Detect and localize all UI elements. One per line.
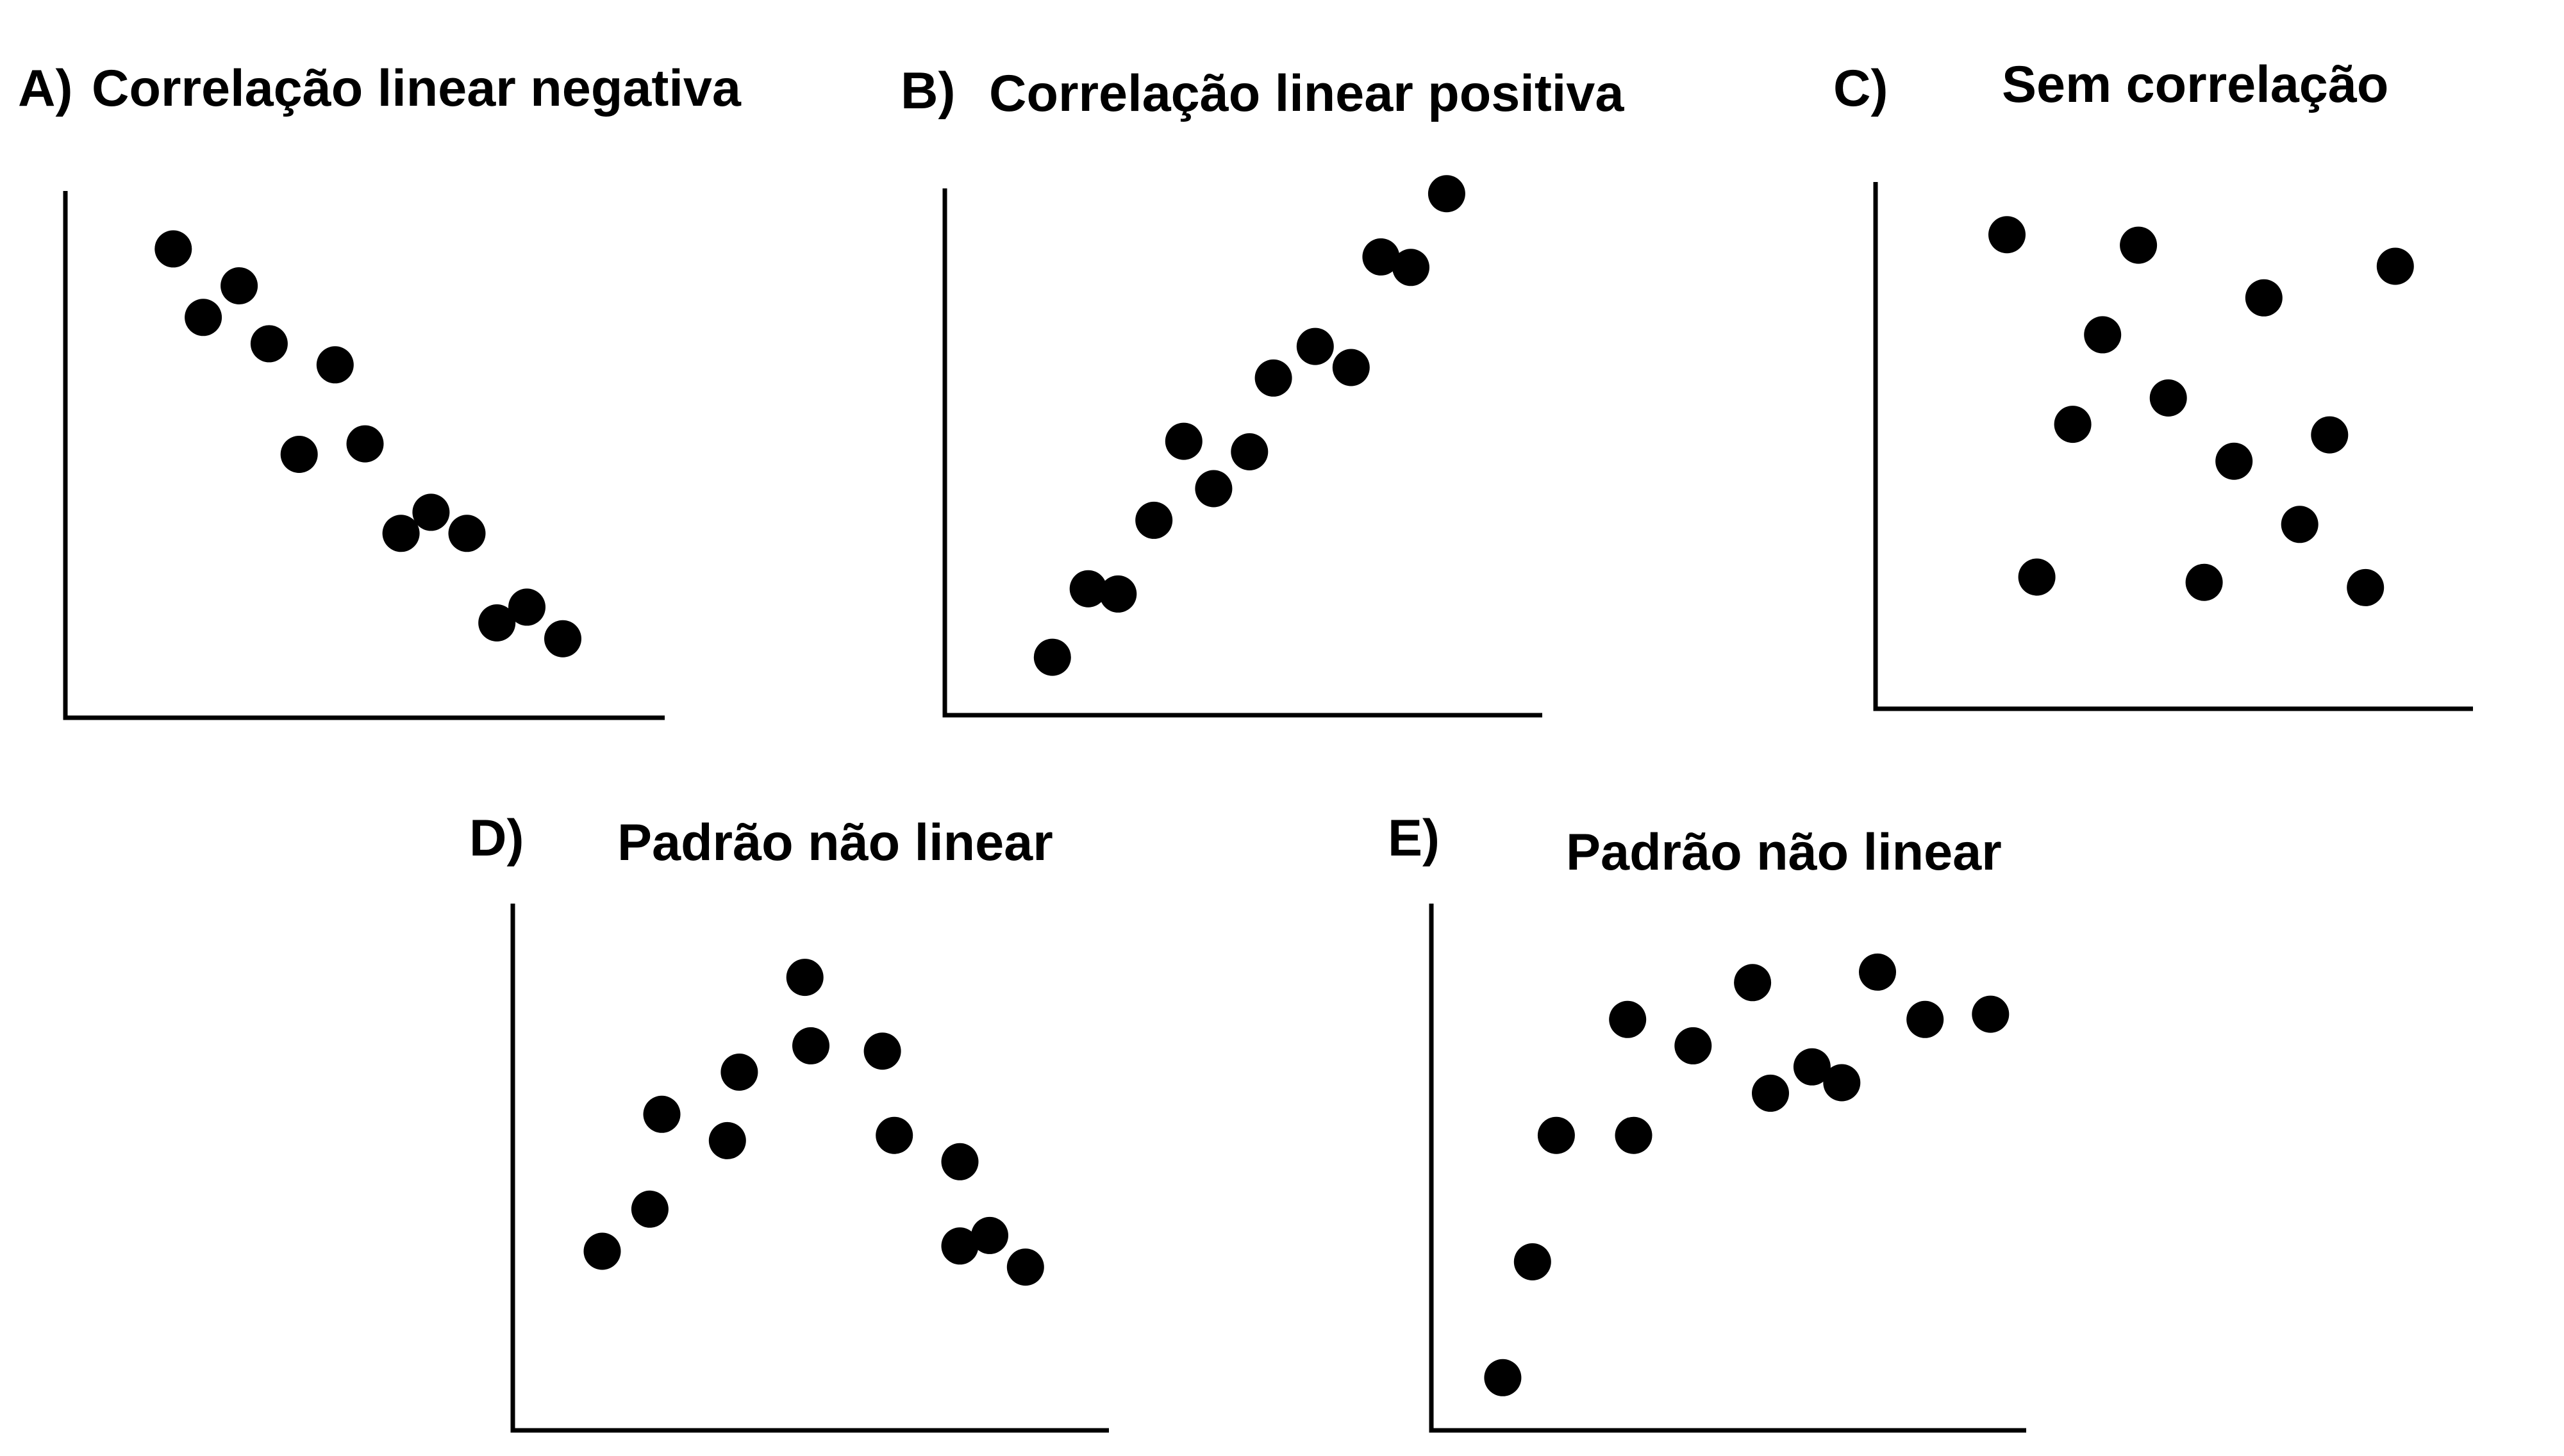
scatter-point (382, 515, 420, 552)
scatter-point (508, 588, 545, 626)
scatter-point (2185, 563, 2223, 601)
scatter-point (1135, 501, 1173, 539)
chart-title: Correlação linear negativa (92, 60, 741, 117)
scatter-point (941, 1227, 979, 1265)
scatter-point (1392, 249, 1429, 286)
scatter-point (1296, 327, 1334, 365)
scatter-point (2245, 279, 2283, 317)
scatter-point (1099, 575, 1137, 613)
scatter-point (1823, 1064, 1861, 1102)
scatter-point (316, 346, 354, 384)
scatter-point (544, 620, 581, 658)
scatter-point (478, 604, 516, 641)
scatter-point (2376, 247, 2414, 285)
scatter-point (1362, 238, 1400, 276)
scatter-point (1513, 1243, 1551, 1280)
scatter-point (2084, 316, 2122, 354)
scatter-point (1674, 1027, 1712, 1064)
scatter-point (786, 959, 824, 997)
scatter-point (720, 1054, 758, 1091)
scatter-point (2149, 379, 2187, 417)
scatter-point (346, 425, 384, 463)
scatter-plot (942, 175, 1542, 718)
scatter-point (1332, 349, 1370, 386)
chart-title: Sem correlação (2002, 56, 2389, 113)
chart-title: Padrão não linear (1566, 823, 2002, 881)
scatter-point (2215, 442, 2253, 480)
scatter-point (2018, 558, 2056, 596)
scatter-point (250, 325, 288, 363)
scatter-point (1428, 175, 1465, 213)
scatter-point (448, 515, 486, 552)
scatter-point (583, 1232, 621, 1270)
scatter-point (1972, 995, 2010, 1033)
scatter-point (2311, 416, 2349, 454)
chart-title: Correlação linear positiva (989, 65, 1624, 122)
scatter-point (2347, 568, 2385, 606)
scatter-point (1484, 1359, 1522, 1396)
scatter-point (1615, 1116, 1652, 1154)
panel-label: C) (1833, 60, 1888, 117)
scatter-point (1195, 470, 1233, 508)
scatter-plot (1873, 182, 2473, 711)
panel-label: E) (1388, 809, 1440, 867)
chart-title: Padrão não linear (617, 814, 1053, 872)
scatter-point (876, 1116, 913, 1154)
scatter-point (1752, 1074, 1789, 1112)
panel-label: A) (18, 60, 73, 117)
scatter-plot (510, 904, 1109, 1433)
scatter-point (643, 1095, 681, 1133)
scatter-point (1231, 433, 1269, 470)
scatter-point (1006, 1248, 1044, 1286)
scatter-point (1165, 422, 1203, 460)
scatter-point (2281, 506, 2318, 543)
scatter-point (941, 1143, 979, 1180)
panel-label: D) (469, 809, 524, 867)
scatter-point (1906, 1000, 1944, 1038)
scatter-point (1793, 1048, 1831, 1086)
scatter-point (1537, 1116, 1575, 1154)
scatter-point (1069, 570, 1107, 608)
scatter-point (1033, 638, 1071, 676)
scatter-point (412, 493, 450, 531)
scatter-point (631, 1190, 669, 1228)
scatter-point (1859, 953, 1896, 991)
scatter-point (154, 230, 192, 268)
scatter-point (971, 1216, 1008, 1254)
scatter-point (1988, 216, 2026, 254)
scatter-plot (63, 191, 665, 720)
scatter-point (1609, 1000, 1647, 1038)
scatter-point (185, 299, 222, 336)
scatter-point (1734, 964, 1772, 1002)
scatter-point (221, 267, 258, 304)
scatter-point (2054, 406, 2092, 443)
panel-label: B) (901, 62, 956, 120)
scatter-plot (1429, 904, 2026, 1433)
scatter-point (1254, 359, 1292, 397)
scatter-point (863, 1032, 901, 1070)
scatter-point (2120, 226, 2158, 264)
scatter-point (708, 1121, 746, 1159)
scatter-point (792, 1027, 829, 1064)
scatter-point (280, 436, 318, 473)
